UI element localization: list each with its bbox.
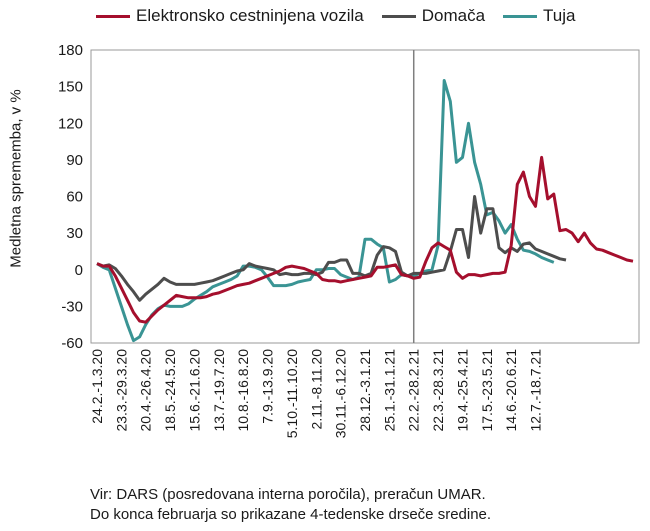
y-tick-label: 90 — [66, 152, 83, 169]
legend-label-domaca: Domača — [421, 6, 486, 25]
legend: Elektronsko cestninjena vozila Domača Tu… — [96, 6, 576, 26]
y-tick-label: 120 — [58, 115, 83, 132]
x-tick-label: 7.9.-13.9.20 — [260, 349, 276, 424]
footnote: Do konca februarja so prikazane 4-tedens… — [90, 506, 492, 523]
legend-item-tuja: Tuja — [503, 6, 576, 26]
series-line — [96, 195, 567, 302]
y-tick-label: 0 — [75, 262, 83, 279]
y-tick-label: -30 — [61, 298, 83, 315]
y-axis-label: Medletna sprememba, v % — [7, 89, 25, 268]
legend-item-elektronsko: Elektronsko cestninjena vozila — [96, 6, 364, 26]
series-line — [96, 155, 634, 324]
x-axis: 24.2.-1.3.20 23.3.-29.3.20 20.4.-26.4.20 18… — [89, 349, 544, 438]
x-tick-label: 25.1.-31.1.21 — [381, 349, 397, 432]
legend-swatch-tuja — [503, 14, 538, 18]
series-lines — [96, 79, 634, 343]
x-tick-label: 24.2.-1.3.20 — [89, 349, 105, 424]
x-tick-label: 22.2.-28.2.21 — [406, 349, 422, 432]
x-tick-label: 15.6.-21.6.20 — [186, 349, 202, 432]
x-tick-label: 13.7.-19.7.20 — [211, 349, 227, 432]
x-tick-label: 19.4.-25.4.21 — [454, 349, 470, 432]
x-tick-label: 28.12.-3.1.21 — [357, 349, 373, 432]
y-tick-label: 180 — [58, 42, 83, 59]
x-tick-label: 17.5.-23.5.21 — [479, 349, 495, 432]
x-tick-label: 22.3.-28.3.21 — [430, 349, 446, 432]
legend-swatch-elektronsko — [96, 14, 130, 18]
x-tick-label: 5.10.-11.10.20 — [284, 349, 300, 438]
legend-label-tuja: Tuja — [543, 6, 576, 25]
x-tick-label: 14.6.-20.6.21 — [503, 349, 519, 432]
x-tick-label: 18.5.-24.5.20 — [162, 349, 178, 432]
y-tick-label: 60 — [66, 189, 83, 206]
x-tick-label: 10.8.-16.8.20 — [235, 349, 251, 432]
source-note: Vir: DARS (posredovana interna poročila)… — [90, 486, 486, 503]
legend-label-elektronsko: Elektronsko cestninjena vozila — [136, 6, 364, 25]
y-tick-label: -60 — [61, 335, 83, 352]
y-tick-label: 150 — [58, 79, 83, 96]
y-tick-label: 30 — [66, 225, 83, 242]
legend-swatch-domaca — [381, 14, 416, 18]
legend-item-domaca: Domača — [381, 6, 486, 26]
x-tick-label: 12.7.-18.7.21 — [528, 349, 544, 432]
x-tick-label: 30.11.-6.12.20 — [333, 349, 349, 438]
x-tick-label: 2.11.-8.11.20 — [308, 349, 324, 430]
x-tick-label: 20.4.-26.4.20 — [138, 349, 154, 432]
plot-area-frame — [90, 49, 640, 344]
y-axis: -60 -30 0 30 60 90 120 150 180 — [58, 42, 83, 352]
x-tick-label: 23.3.-29.3.20 — [113, 349, 129, 432]
